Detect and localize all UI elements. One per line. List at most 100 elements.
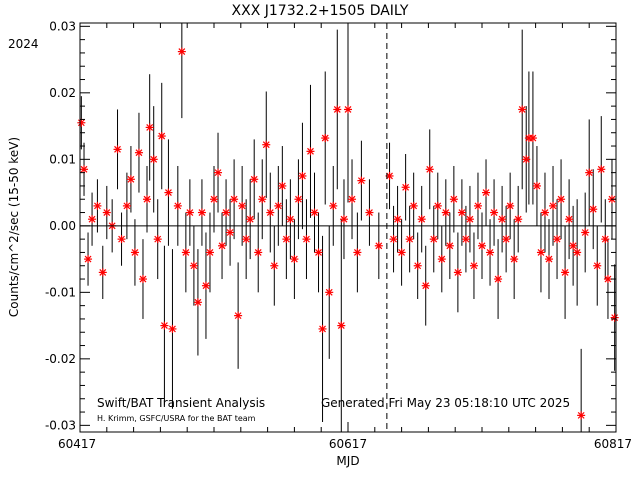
data-point-105 [518,105,527,114]
data-markers [77,47,619,420]
data-point-46 [266,208,275,217]
x-tick-label-1: 60617 [329,437,367,451]
data-point-17 [149,155,158,164]
data-point-23 [173,201,182,210]
axis-ticks [79,23,617,432]
data-point-92 [465,215,474,224]
x-tick-label-0: 60417 [58,437,96,451]
data-point-90 [457,208,466,217]
data-point-123 [589,205,598,214]
x-tick-label-2: 60817 [594,437,632,451]
data-point-42 [250,175,259,184]
data-point-3 [88,215,97,224]
data-point-27 [189,261,198,270]
data-point-121 [581,228,590,237]
data-point-16 [145,123,154,132]
y-tick-label-3: 0.00 [49,219,76,233]
data-point-82 [425,165,434,174]
data-point-108 [528,134,537,143]
data-point-58 [314,248,323,257]
year-label: 2024 [8,37,39,51]
data-point-4 [93,201,102,210]
data-point-78 [409,201,418,210]
data-point-10 [122,201,131,210]
data-point-61 [325,288,334,297]
data-point-69 [357,176,366,185]
y-tick-label-1: -0.02 [45,352,76,366]
data-point-101 [502,235,511,244]
data-point-85 [437,255,446,264]
data-point-37 [230,195,239,204]
data-point-41 [246,215,255,224]
data-point-24 [177,47,186,56]
data-point-65 [339,215,348,224]
data-point-104 [514,215,523,224]
y-tick-label-0: -0.03 [45,418,76,432]
data-point-99 [494,275,503,284]
data-point-70 [365,208,374,217]
data-point-18 [153,235,162,244]
data-point-32 [210,195,218,204]
data-point-124 [593,261,602,270]
data-point-56 [306,147,315,156]
data-point-39 [238,201,247,210]
data-point-59 [318,324,327,333]
data-point-120 [577,411,586,420]
data-point-48 [274,201,283,210]
data-point-68 [353,248,362,257]
data-point-62 [329,201,338,210]
chart-title: XXX J1732.2+1505 DAILY [231,3,409,19]
data-point-52 [290,255,299,264]
data-point-93 [469,261,478,270]
data-point-77 [405,235,414,244]
data-point-117 [565,215,574,224]
data-point-129 [610,313,619,322]
data-point-21 [164,188,173,197]
data-point-12 [130,248,139,257]
data-point-76 [401,183,410,192]
data-point-94 [473,201,482,210]
data-point-30 [201,281,210,290]
data-point-2 [84,255,93,264]
data-point-47 [270,261,279,270]
plot-frame [79,22,617,433]
data-point-103 [510,255,519,264]
data-point-74 [393,215,402,224]
footer-analysis-label: Swift/BAT Transient Analysis [97,396,266,410]
data-point-34 [218,241,227,250]
data-point-1 [80,165,89,174]
data-point-125 [597,165,606,174]
data-point-55 [302,235,311,244]
data-point-116 [561,268,570,277]
data-point-109 [532,181,541,190]
data-point-51 [286,215,295,224]
data-point-45 [262,140,271,149]
data-point-110 [536,248,545,257]
data-point-98 [490,208,499,217]
y-tick-label-2: -0.01 [45,285,76,299]
data-point-29 [197,208,206,217]
data-point-49 [278,181,287,190]
data-point-81 [421,281,430,290]
data-point-113 [549,201,558,210]
data-point-11 [126,175,135,184]
y-tick-label-6: 0.03 [49,19,76,33]
data-point-40 [242,235,251,244]
data-point-126 [601,235,610,244]
data-point-26 [185,208,194,217]
data-point-67 [348,195,357,204]
data-point-28 [193,298,202,307]
data-point-100 [498,215,507,224]
data-point-0 [77,118,86,127]
error-bars [80,23,616,432]
data-point-86 [441,208,450,217]
data-point-64 [337,321,346,330]
footer-generated-label: Generated Fri May 23 05:18:10 UTC 2025 [321,396,571,410]
data-point-53 [294,195,303,204]
data-point-25 [181,248,190,257]
data-point-19 [157,132,166,141]
data-point-72 [385,171,394,180]
data-point-75 [397,248,406,257]
